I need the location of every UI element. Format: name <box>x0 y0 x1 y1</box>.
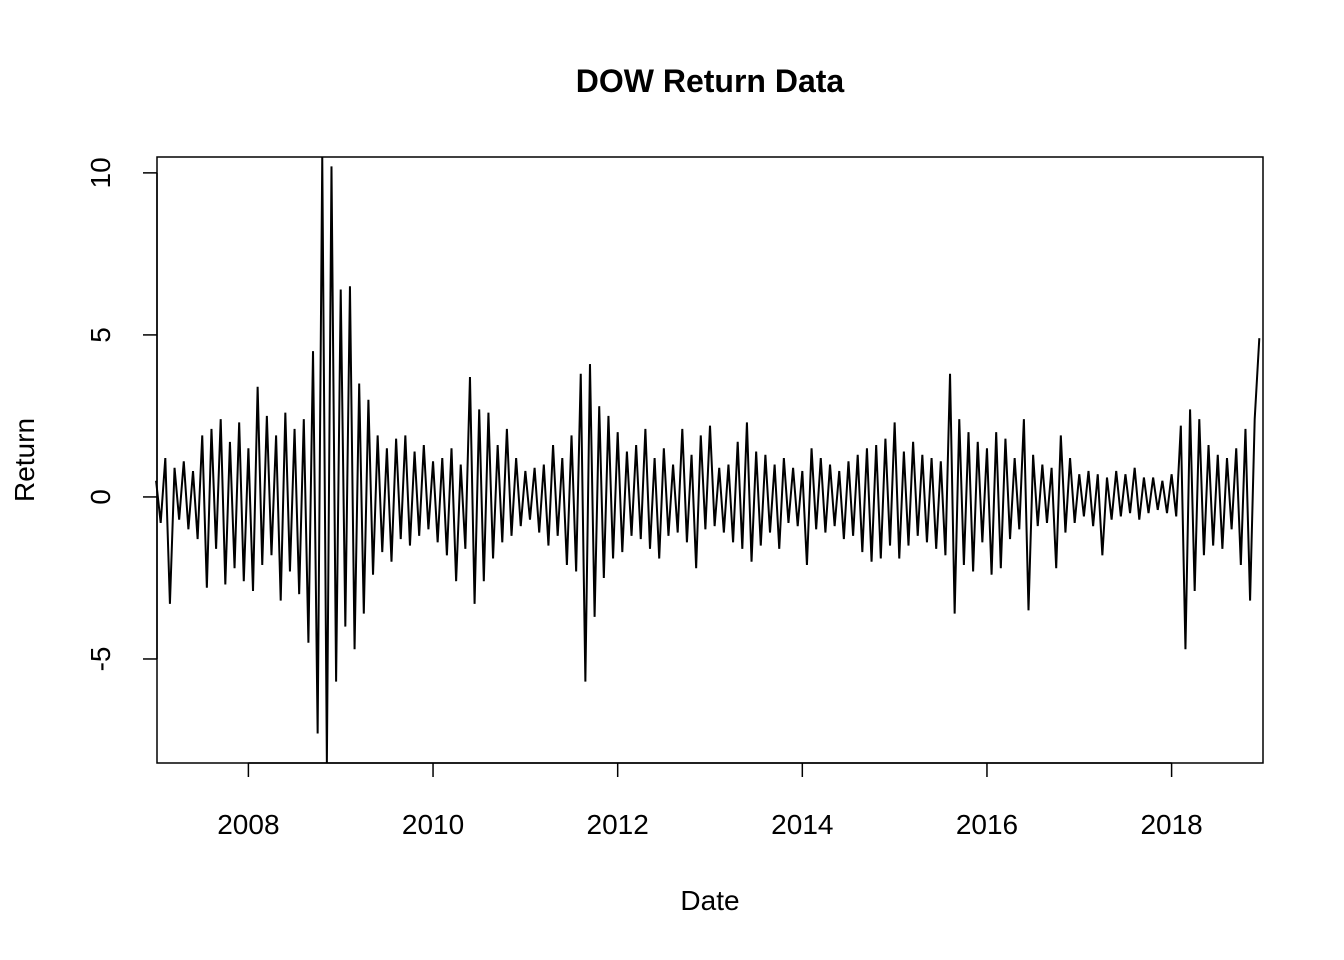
x-axis-label: Date <box>680 885 739 916</box>
series-line <box>155 156 1261 763</box>
y-axis-label: Return <box>9 418 40 502</box>
y-tick-label: 5 <box>85 327 116 343</box>
x-tick-label: 2014 <box>771 809 833 840</box>
x-tick-label: 2016 <box>956 809 1018 840</box>
y-tick-label: 0 <box>85 489 116 505</box>
y-tick-label: 10 <box>85 157 116 188</box>
x-tick-label: 2008 <box>217 809 279 840</box>
chart-title: DOW Return Data <box>576 63 845 99</box>
x-tick-label: 2010 <box>402 809 464 840</box>
x-tick-label: 2012 <box>587 809 649 840</box>
y-tick-label: -5 <box>85 647 116 672</box>
x-tick-label: 2018 <box>1140 809 1202 840</box>
